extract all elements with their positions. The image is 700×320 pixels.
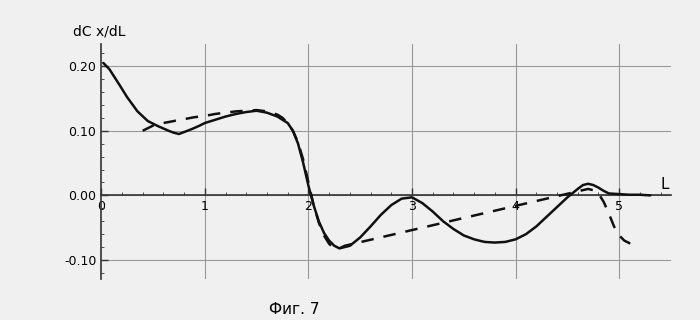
Text: L: L bbox=[660, 177, 669, 191]
Text: Фиг. 7: Фиг. 7 bbox=[269, 302, 319, 317]
Text: dC x/dL: dC x/dL bbox=[73, 25, 125, 39]
